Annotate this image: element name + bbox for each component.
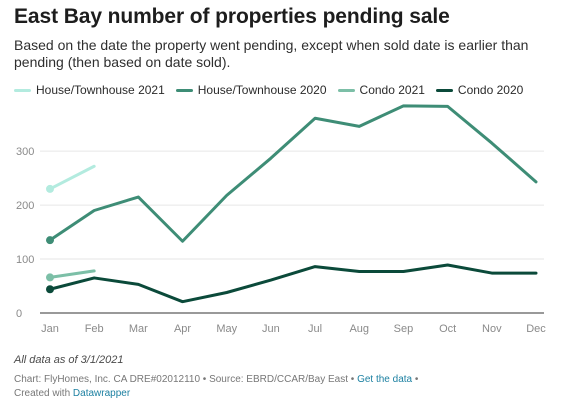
- legend-swatch-condo-2021: [337, 88, 355, 92]
- legend-label-house-2020: House/Townhouse 2020: [197, 83, 327, 97]
- series-lines: [46, 104, 538, 304]
- get-the-data-link[interactable]: Get the data: [357, 374, 413, 385]
- legend-item-condo-2020: Condo 2020: [435, 83, 524, 97]
- legend-label-condo-2020: Condo 2020: [457, 83, 524, 97]
- legend-swatch-house-2020: [175, 88, 193, 92]
- legend-label-house-2021: House/Townhouse 2021: [36, 83, 165, 97]
- series-line-3: [48, 263, 538, 304]
- x-tick-label: Jul: [308, 323, 322, 335]
- y-tick-label: 0: [16, 308, 22, 320]
- legend-item-condo-2021: Condo 2021: [337, 83, 425, 97]
- x-tick-label: Apr: [174, 323, 191, 335]
- source-credit: Chart: FlyHomes, Inc. CA DRE#02012110 • …: [14, 374, 358, 385]
- series-start-point-3: [46, 285, 54, 294]
- x-tick-label: Feb: [85, 323, 104, 335]
- series-line-0: [48, 164, 96, 191]
- x-tick-label: Oct: [439, 323, 456, 335]
- x-tick-label: Jun: [262, 323, 280, 335]
- chart-subtitle: Based on the date the property went pend…: [14, 37, 529, 70]
- x-tick-label: May: [216, 323, 237, 335]
- legend-item-house-2020: House/Townhouse 2020: [175, 83, 327, 97]
- series-start-point-0: [46, 184, 54, 193]
- series-start-point-2: [46, 273, 54, 282]
- data-as-of-note: All data as of 3/1/2021: [14, 354, 124, 366]
- y-tick-label: 100: [16, 254, 34, 266]
- y-axis-tick-labels: 0 100 200 300: [16, 146, 34, 320]
- gridlines: [40, 150, 544, 314]
- x-tick-label: Dec: [526, 323, 546, 335]
- series-line-1: [48, 104, 538, 243]
- x-tick-label: Aug: [349, 323, 369, 335]
- series-line-2: [48, 269, 96, 279]
- datawrapper-link[interactable]: Datawrapper: [72, 388, 131, 399]
- legend-swatch-house-2021: [14, 88, 31, 92]
- chart-legend: House/Townhouse 2021 House/Townhouse 202…: [14, 83, 534, 97]
- x-tick-label: Nov: [482, 323, 502, 335]
- y-tick-label: 300: [16, 146, 34, 158]
- x-axis-tick-labels: Jan Feb Mar Apr May Jun Jul Aug Sep Oct Nov Dec: [41, 323, 546, 335]
- created-with-text: Created with: [14, 388, 73, 399]
- chart-title: East Bay number of properties pending sa…: [14, 5, 450, 28]
- series-start-point-1: [46, 236, 54, 245]
- legend-swatch-condo-2020: [435, 88, 453, 92]
- x-tick-label: Jan: [41, 323, 59, 335]
- x-tick-label: Mar: [129, 323, 148, 335]
- chart-footer: Chart: FlyHomes, Inc. CA DRE#02012110 • …: [14, 373, 554, 401]
- legend-item-house-2021: House/Townhouse 2021: [14, 83, 165, 97]
- y-tick-label: 200: [16, 200, 34, 212]
- legend-label-condo-2021: Condo 2021: [359, 83, 425, 97]
- x-tick-label: Sep: [394, 323, 414, 335]
- footer-bullet: •: [412, 374, 419, 385]
